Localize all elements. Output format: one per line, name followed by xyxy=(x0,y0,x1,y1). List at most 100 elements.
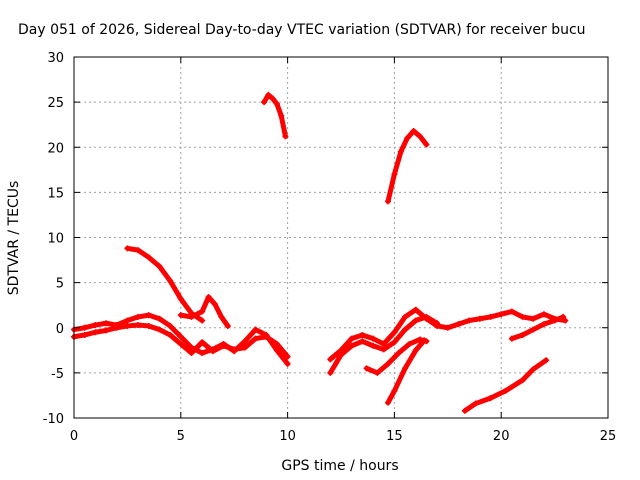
data-point xyxy=(124,317,131,324)
data-point xyxy=(199,308,206,315)
chart-title: Day 051 of 2026, Sidereal Day-to-day VTE… xyxy=(18,22,586,38)
data-point xyxy=(177,333,184,340)
data-point xyxy=(327,356,334,363)
data-point xyxy=(177,340,184,347)
data-point xyxy=(211,301,218,308)
series-track-peak-25 xyxy=(261,91,289,140)
data-point xyxy=(218,313,225,320)
data-point xyxy=(380,340,387,347)
data-point xyxy=(338,347,344,354)
data-point xyxy=(455,321,462,328)
data-point xyxy=(466,317,473,324)
data-point xyxy=(252,326,259,333)
data-point xyxy=(502,387,509,394)
data-layer xyxy=(71,91,569,414)
data-point xyxy=(156,263,163,270)
data-point xyxy=(348,342,355,349)
data-point xyxy=(391,339,398,346)
data-point xyxy=(199,350,206,357)
data-point xyxy=(397,148,404,155)
x-axis-title: GPS time / hours xyxy=(281,458,398,474)
data-point xyxy=(412,317,419,324)
data-point xyxy=(404,135,411,142)
data-point xyxy=(167,331,174,338)
data-point xyxy=(81,324,88,331)
data-point xyxy=(167,277,174,284)
data-point xyxy=(167,322,174,329)
data-point xyxy=(423,141,430,148)
data-point xyxy=(543,357,550,364)
y-tick-label: -5 xyxy=(51,367,64,382)
data-point xyxy=(391,329,398,336)
x-tick-label: 5 xyxy=(177,429,185,444)
y-tick-label: -10 xyxy=(43,412,64,427)
x-tick-label: 20 xyxy=(493,429,510,444)
data-point xyxy=(540,311,547,318)
data-point xyxy=(103,320,110,327)
data-point xyxy=(177,312,184,319)
y-tick-label: 5 xyxy=(56,277,64,292)
data-point xyxy=(81,331,88,338)
data-point xyxy=(209,348,216,355)
x-tick-label: 15 xyxy=(386,429,403,444)
data-point xyxy=(261,99,268,106)
data-point xyxy=(327,369,334,376)
data-point xyxy=(282,133,289,140)
series-line xyxy=(124,245,205,324)
series-track-bump xyxy=(177,294,231,329)
data-point xyxy=(508,308,515,315)
data-point xyxy=(199,339,206,346)
x-tick-label: 0 xyxy=(70,429,78,444)
data-point xyxy=(113,324,120,331)
data-point xyxy=(384,198,391,205)
series-track-baseline-2 xyxy=(71,322,291,360)
ticks: 0 5 10 15 20 25 -10 -5 0 5 10 15 20 25 30 xyxy=(43,51,617,444)
data-point xyxy=(498,311,505,318)
series-track-late-rise xyxy=(461,357,550,414)
data-point xyxy=(359,338,366,345)
data-point xyxy=(530,366,537,373)
data-point xyxy=(135,247,142,254)
y-tick-label: 30 xyxy=(47,51,64,66)
grid xyxy=(74,57,608,418)
series-track-rise-22 xyxy=(384,128,430,205)
data-point xyxy=(519,377,526,384)
data-point xyxy=(273,347,280,354)
series-track-deep-dip xyxy=(384,337,428,406)
data-point xyxy=(278,112,285,119)
data-point xyxy=(205,294,212,301)
y-axis-title: SDTVAR / TECUs xyxy=(6,181,22,296)
data-point xyxy=(273,100,280,107)
data-point xyxy=(384,360,391,367)
data-point xyxy=(551,317,558,324)
data-point xyxy=(423,315,430,322)
data-point xyxy=(370,335,377,342)
data-point xyxy=(421,337,428,344)
data-point xyxy=(231,346,238,353)
data-point xyxy=(380,346,387,353)
y-tick-label: 20 xyxy=(47,141,64,156)
data-point xyxy=(224,322,231,329)
data-point xyxy=(508,335,515,342)
data-point xyxy=(103,327,110,334)
data-point xyxy=(412,347,419,354)
data-point xyxy=(273,340,280,347)
data-point xyxy=(269,95,276,102)
data-point xyxy=(519,331,526,338)
data-point xyxy=(241,344,248,351)
data-point xyxy=(348,335,355,342)
data-point xyxy=(391,387,398,394)
data-point xyxy=(199,317,206,324)
data-point xyxy=(417,133,424,140)
data-point xyxy=(434,322,441,329)
data-point xyxy=(472,400,479,407)
data-point xyxy=(560,313,567,320)
data-point xyxy=(265,91,272,98)
data-point xyxy=(530,315,537,322)
y-tick-label: 15 xyxy=(47,186,64,201)
data-point xyxy=(374,369,381,376)
data-point xyxy=(395,350,402,357)
data-point xyxy=(402,365,409,372)
